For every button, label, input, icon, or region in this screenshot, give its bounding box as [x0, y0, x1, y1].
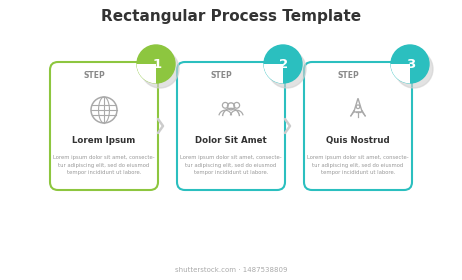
Text: 3: 3 [407, 57, 416, 71]
Text: Lorem Ipsum: Lorem Ipsum [73, 136, 136, 144]
FancyBboxPatch shape [50, 62, 158, 190]
Circle shape [137, 45, 175, 83]
Text: shutterstock.com · 1487538809: shutterstock.com · 1487538809 [175, 267, 287, 273]
Text: STEP: STEP [83, 71, 105, 80]
Circle shape [141, 50, 179, 88]
Circle shape [395, 50, 433, 88]
Circle shape [268, 50, 306, 88]
FancyBboxPatch shape [177, 62, 285, 190]
Circle shape [391, 45, 429, 83]
Polygon shape [264, 64, 283, 83]
Text: STEP: STEP [210, 71, 232, 80]
Text: STEP: STEP [337, 71, 359, 80]
Text: Dolor Sit Amet: Dolor Sit Amet [195, 136, 267, 144]
Polygon shape [390, 64, 410, 83]
Text: Lorem ipsum dolor sit amet, consecte-
tur adipiscing elit, sed do eiusmod
tempor: Lorem ipsum dolor sit amet, consecte- tu… [180, 155, 282, 175]
Text: Lorem ipsum dolor sit amet, consecte-
tur adipiscing elit, sed do eiusmod
tempor: Lorem ipsum dolor sit amet, consecte- tu… [307, 155, 409, 175]
Text: Lorem ipsum dolor sit amet, consecte-
tur adipiscing elit, sed do eiusmod
tempor: Lorem ipsum dolor sit amet, consecte- tu… [53, 155, 155, 175]
Text: 2: 2 [280, 57, 289, 71]
Text: 1: 1 [152, 57, 162, 71]
Polygon shape [137, 64, 156, 83]
Text: Quis Nostrud: Quis Nostrud [326, 136, 390, 144]
Circle shape [264, 45, 302, 83]
FancyBboxPatch shape [304, 62, 412, 190]
Text: Rectangular Process Template: Rectangular Process Template [101, 8, 361, 24]
